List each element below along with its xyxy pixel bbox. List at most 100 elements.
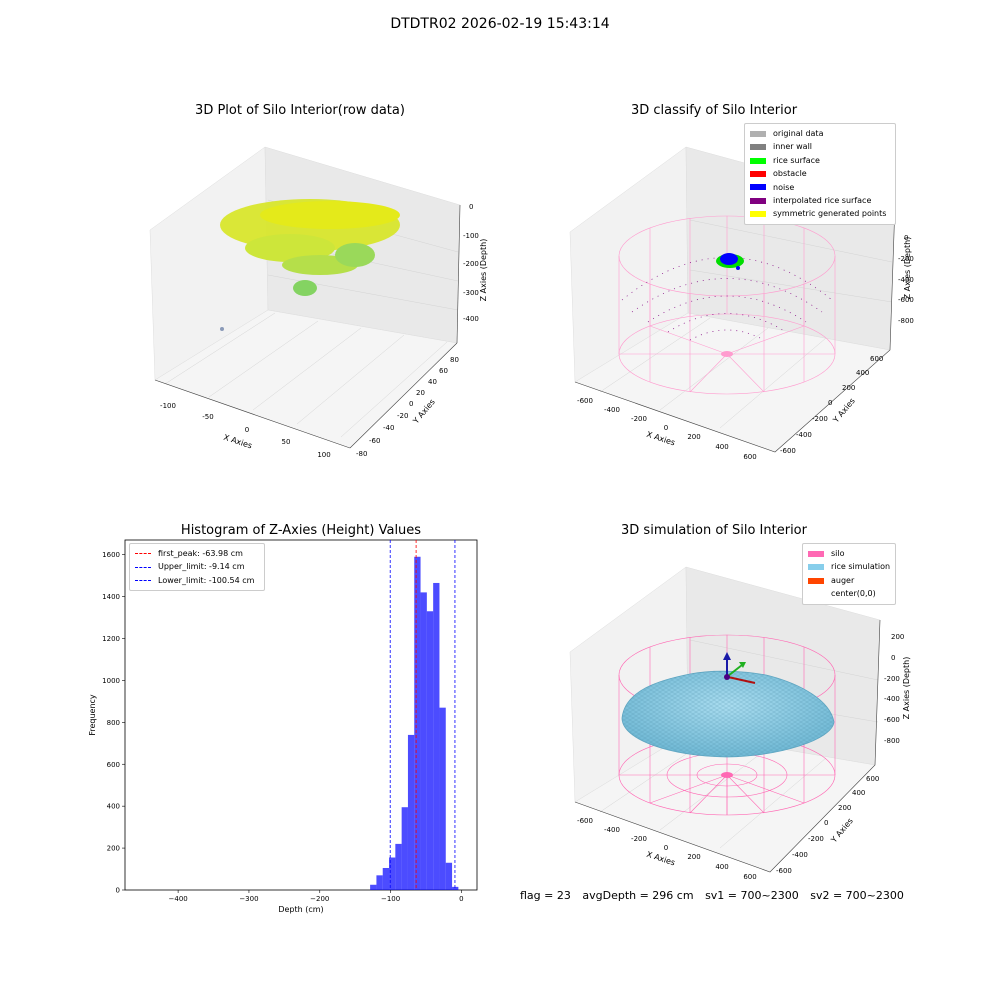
legend-swatch (808, 590, 824, 597)
legend-label: silo (831, 549, 845, 558)
histogram-xtick-label: 0 (459, 895, 463, 903)
classify-ytick: 600 (870, 355, 883, 363)
classify-ytick: 0 (828, 399, 832, 407)
histogram-ytick-label: 400 (107, 803, 120, 811)
sim-ytick: 600 (866, 775, 879, 783)
legend-label: obstacle (773, 169, 807, 179)
histogram-bar (445, 862, 453, 890)
raw-ztick: 0 (469, 203, 473, 211)
legend-label: center(0,0) (831, 589, 876, 599)
raw-3d-axes (149, 146, 461, 449)
sim-ztick: -800 (884, 737, 900, 745)
histogram-xtick-label: −100 (381, 895, 400, 903)
sim-ytick: 200 (838, 804, 851, 812)
sim-ytick: 0 (824, 819, 828, 827)
legend-item: rice simulation (808, 560, 890, 573)
simulation-auger-arrows (723, 652, 756, 684)
simulation-plot-title: 3D simulation of Silo Interior (621, 523, 807, 538)
classify-ztick: -800 (898, 317, 914, 325)
legend-label: symmetric generated points (773, 209, 887, 219)
histogram-xtick-label: −200 (310, 895, 329, 903)
sim-ztick: -600 (884, 716, 900, 724)
legend-label: first_peak: -63.98 cm (158, 549, 243, 558)
sv2-value: sv2 = 700~2300 (810, 889, 904, 902)
legend-label: Lower_limit: -100.54 cm (158, 575, 255, 585)
legend-item: Upper_limit: -9.14 cm (135, 560, 259, 573)
legend-item: Lower_limit: -100.54 cm (135, 574, 259, 587)
raw-ztick: -200 (463, 260, 479, 268)
raw-ytick: -40 (383, 424, 394, 432)
raw-ztick: -300 (463, 289, 479, 297)
flag-value: flag = 23 (520, 889, 571, 902)
classify-ytick: -200 (812, 415, 828, 423)
classify-xtick: 600 (743, 453, 756, 461)
classify-ylabel: Y Axies (831, 396, 857, 425)
simulation-3d-axes (569, 566, 881, 873)
raw-ylabel: Y Axies (411, 397, 437, 426)
raw-ztick: -100 (463, 232, 479, 240)
sim-xtick: 0 (664, 844, 668, 852)
histogram-ytick-label: 600 (107, 761, 120, 769)
legend-item: silo (808, 547, 890, 560)
histogram-ytick-label: 1400 (102, 593, 120, 601)
simulation-legend: silo rice simulation auger center(0,0) (802, 543, 896, 605)
raw-xtick: 50 (282, 438, 291, 446)
histogram-bar (414, 556, 421, 890)
legend-line-swatch (135, 580, 151, 582)
legend-item: first_peak: -63.98 cm (135, 547, 259, 560)
status-line: flag = 23 avgDepth = 296 cm sv1 = 700~23… (520, 889, 912, 902)
raw-ytick: -60 (369, 437, 380, 445)
histogram-ytick-label: 1600 (102, 551, 120, 559)
histogram-bar (433, 582, 440, 890)
histogram-xlabel: Depth (cm) (278, 905, 323, 914)
histogram-bar (382, 867, 390, 890)
raw-plot-title: 3D Plot of Silo Interior(row data) (195, 103, 405, 118)
histogram-ytick-label: 1000 (102, 677, 120, 685)
classify-ytick: 200 (842, 384, 855, 392)
histogram-legend: first_peak: -63.98 cm Upper_limit: -9.14… (129, 543, 265, 592)
raw-ytick: -80 (356, 450, 367, 458)
sim-xtick: 600 (743, 873, 756, 881)
classify-xtick: 400 (715, 443, 728, 451)
classify-xtick: 0 (664, 424, 668, 432)
histogram-ytick-label: 800 (107, 719, 120, 727)
classify-ztick: 0 (904, 234, 908, 242)
legend-swatch (750, 170, 766, 177)
classify-ztick: -600 (898, 296, 914, 304)
raw-ytick: 80 (450, 356, 459, 364)
histogram-bar (376, 875, 383, 890)
histogram-ytick-label: 1200 (102, 635, 120, 643)
histogram-ylabel: Frequency (88, 694, 97, 736)
classify-xtick: -200 (631, 415, 647, 423)
sim-xlabel: X Axies (645, 850, 676, 868)
histogram-ytick-label: 0 (116, 887, 120, 895)
raw-ytick: 0 (409, 400, 413, 408)
sim-ytick: 400 (852, 789, 865, 797)
raw-zlabel: Z Axies (Depth) (479, 239, 488, 302)
histogram-bar (426, 611, 434, 890)
legend-label: rice simulation (831, 562, 891, 572)
legend-line-swatch (135, 566, 151, 568)
legend-line-swatch (135, 553, 151, 555)
legend-swatch (808, 564, 824, 571)
legend-swatch (750, 211, 766, 218)
classify-xlabel: X Axies (645, 430, 676, 448)
legend-label: inner wall (773, 142, 813, 152)
classify-plot-title: 3D classify of Silo Interior (630, 103, 798, 118)
avg-depth-value: avgDepth = 296 cm (582, 889, 694, 902)
legend-label: noise (773, 182, 795, 192)
histogram-plot: −400 −300 −200 −100 0 0 200 400 600 800 1000 1200 14… (88, 539, 478, 914)
legend-item: noise (750, 181, 890, 194)
legend-swatch (750, 130, 766, 137)
histogram-bar (420, 592, 427, 890)
classify-rice-noise-cluster (716, 253, 744, 270)
legend-swatch (750, 197, 766, 204)
raw-xtick: 100 (317, 451, 330, 459)
histogram-bar (439, 707, 446, 890)
sim-ytick: -400 (792, 851, 808, 859)
classify-xtick: -600 (577, 397, 593, 405)
histogram-bar (370, 884, 377, 890)
legend-item: interpolated rice surface (750, 194, 890, 207)
sim-xtick: -400 (604, 826, 620, 834)
